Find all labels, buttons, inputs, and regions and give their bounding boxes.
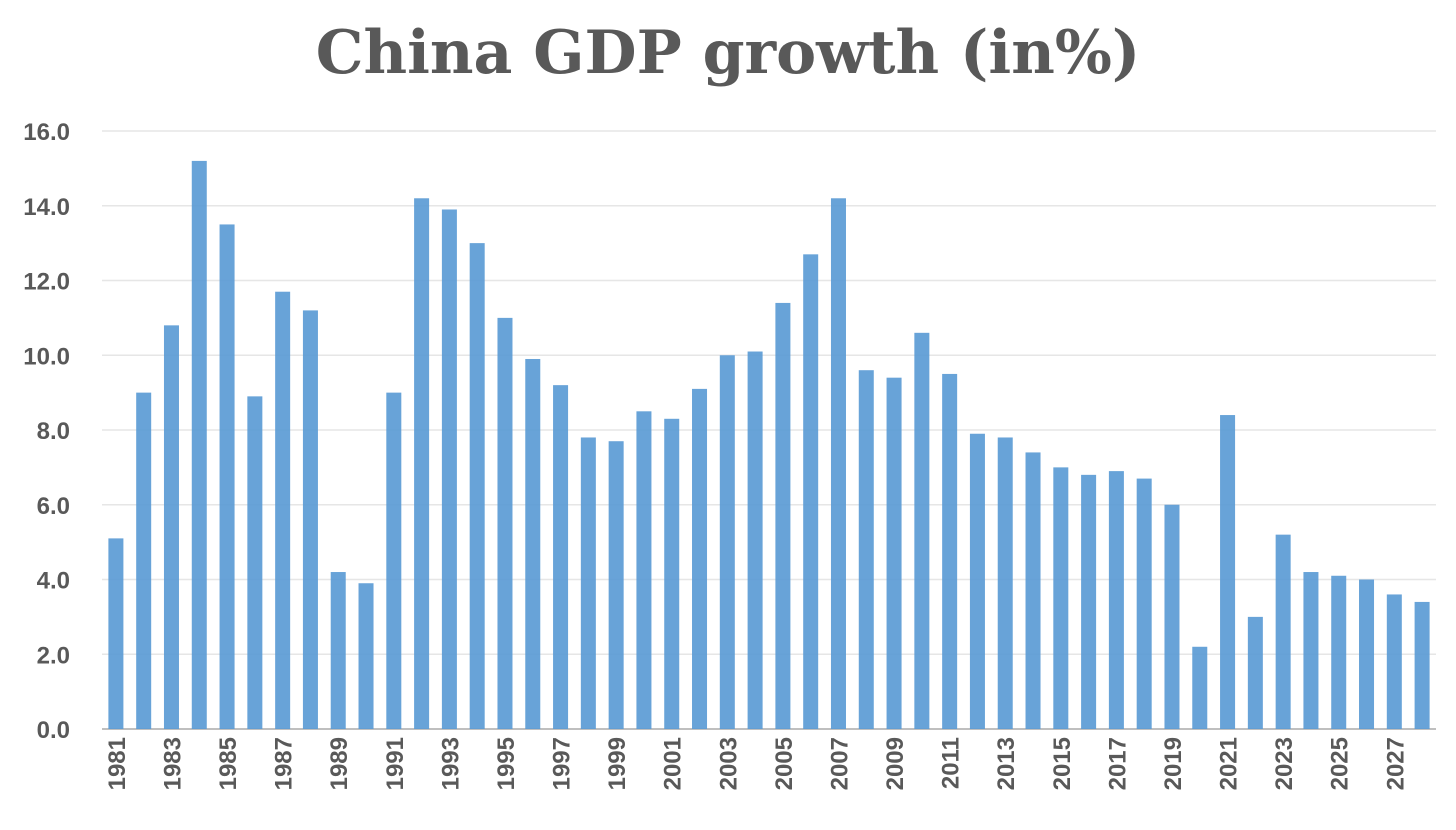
bar-2021 bbox=[1220, 415, 1236, 729]
bar-1991 bbox=[386, 392, 402, 729]
x-tick-label: 1985 bbox=[215, 737, 242, 790]
bar-1999 bbox=[608, 441, 624, 729]
bar-1997 bbox=[553, 385, 569, 729]
x-tick-label: 2023 bbox=[1271, 737, 1298, 790]
bar-2009 bbox=[886, 377, 902, 729]
y-tick-label: 2.0 bbox=[37, 642, 70, 669]
bar-1987 bbox=[275, 291, 291, 729]
bar-2025 bbox=[1331, 575, 1347, 729]
bar-2016 bbox=[1081, 474, 1097, 729]
x-tick-label: 1997 bbox=[549, 737, 576, 790]
chart-title: China GDP growth (in%) bbox=[315, 18, 1141, 88]
bar-2023 bbox=[1275, 534, 1291, 729]
bar-2008 bbox=[858, 370, 874, 729]
bar-1994 bbox=[469, 243, 485, 729]
bar-2007 bbox=[830, 198, 846, 729]
bar-1992 bbox=[414, 198, 430, 729]
bar-2010 bbox=[914, 332, 930, 729]
bar-2027 bbox=[1386, 594, 1402, 729]
bar-2003 bbox=[719, 355, 735, 729]
x-tick-label: 2015 bbox=[1049, 737, 1076, 790]
bar-2002 bbox=[692, 388, 708, 729]
bar-2012 bbox=[969, 433, 985, 729]
x-tick-label: 2009 bbox=[882, 737, 909, 790]
x-tick-label: 1987 bbox=[271, 737, 298, 790]
y-tick-label: 16.0 bbox=[23, 119, 70, 146]
bar-2014 bbox=[1025, 452, 1041, 729]
x-axis-ticks: 1981 1983 1985 1987 1989 1991 1993 1995 1997 1999… bbox=[104, 737, 1409, 790]
bar-2011 bbox=[942, 373, 958, 729]
x-tick-label: 2025 bbox=[1327, 737, 1354, 790]
x-tick-label: 2019 bbox=[1160, 737, 1187, 790]
y-tick-label: 10.0 bbox=[23, 343, 70, 370]
y-tick-label: 14.0 bbox=[23, 194, 70, 221]
x-tick-label: 1983 bbox=[159, 737, 186, 790]
bar-1984 bbox=[191, 160, 207, 729]
x-tick-label: 1991 bbox=[382, 737, 409, 790]
bar-2024 bbox=[1303, 572, 1319, 729]
bar-1998 bbox=[580, 437, 596, 729]
x-tick-label: 2017 bbox=[1104, 737, 1131, 790]
x-tick-label: 2005 bbox=[771, 737, 798, 790]
bar-1993 bbox=[441, 209, 457, 730]
y-tick-label: 6.0 bbox=[37, 493, 70, 520]
bar-1981 bbox=[108, 538, 124, 729]
x-tick-label: 1989 bbox=[326, 737, 353, 790]
bar-1996 bbox=[525, 358, 541, 729]
bar-2017 bbox=[1108, 471, 1124, 729]
x-tick-label: 1995 bbox=[493, 737, 520, 790]
y-axis-ticks: 0.0 2.0 4.0 6.0 8.0 10.0 12.0 14.0 16.0 bbox=[23, 119, 70, 744]
bar-2005 bbox=[775, 302, 791, 729]
bar-2026 bbox=[1359, 579, 1375, 729]
bar-2013 bbox=[997, 437, 1013, 729]
bar-1989 bbox=[330, 572, 346, 729]
bar-2028 bbox=[1414, 601, 1430, 729]
y-tick-label: 0.0 bbox=[37, 717, 70, 744]
bar-1985 bbox=[219, 224, 235, 729]
bar-1982 bbox=[136, 392, 152, 729]
bar-2022 bbox=[1247, 616, 1263, 729]
bar-1983 bbox=[163, 325, 179, 729]
gridlines bbox=[102, 130, 1436, 730]
x-tick-label: 1993 bbox=[437, 737, 464, 790]
x-tick-label: 1999 bbox=[604, 737, 631, 790]
y-tick-label: 8.0 bbox=[37, 418, 70, 445]
bar-2015 bbox=[1053, 467, 1069, 729]
y-tick-label: 12.0 bbox=[23, 269, 70, 296]
bar-2018 bbox=[1136, 478, 1152, 729]
bar-1995 bbox=[497, 317, 513, 729]
x-tick-label: 1981 bbox=[104, 737, 131, 790]
bar-1988 bbox=[302, 310, 318, 729]
x-tick-label: 2003 bbox=[715, 737, 742, 790]
bar-2019 bbox=[1164, 504, 1180, 729]
bars bbox=[108, 160, 1430, 730]
bar-2020 bbox=[1192, 646, 1208, 729]
x-tick-label: 2021 bbox=[1216, 737, 1243, 790]
bar-2006 bbox=[803, 254, 819, 729]
bar-2001 bbox=[664, 418, 680, 729]
y-tick-label: 4.0 bbox=[37, 568, 70, 595]
x-tick-label: 2007 bbox=[826, 737, 853, 790]
x-tick-label: 2027 bbox=[1382, 737, 1409, 790]
bar-1986 bbox=[247, 396, 263, 729]
x-tick-label: 2013 bbox=[993, 737, 1020, 790]
x-tick-label: 2011 bbox=[938, 737, 965, 789]
bar-2000 bbox=[636, 411, 652, 729]
x-tick-label: 2001 bbox=[660, 737, 687, 790]
bar-2004 bbox=[747, 351, 763, 729]
bar-1990 bbox=[358, 583, 374, 729]
